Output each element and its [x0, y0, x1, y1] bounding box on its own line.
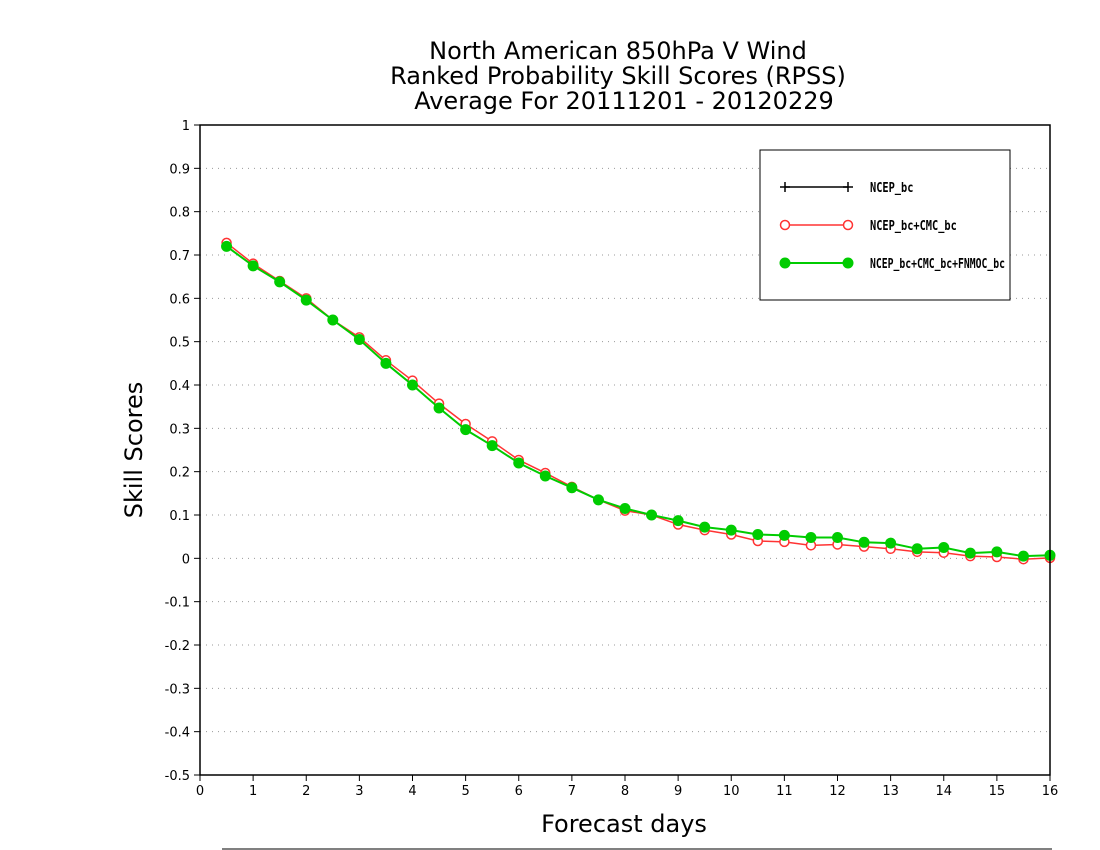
data-point [300, 294, 312, 306]
data-point [646, 509, 658, 521]
data-point [858, 536, 870, 548]
data-point [566, 482, 578, 494]
x-tick-label: 1 [249, 784, 257, 799]
x-tick-label: 12 [829, 784, 846, 799]
y-tick-label: 0.9 [169, 162, 190, 177]
data-point [353, 334, 365, 345]
data-point [725, 524, 737, 536]
legend-marker [842, 219, 854, 231]
y-tick-label: 0.7 [169, 249, 190, 264]
y-tick-label: 0 [182, 552, 190, 567]
data-point [221, 240, 233, 252]
x-tick-label: 14 [935, 784, 952, 799]
legend-marker [779, 257, 791, 269]
legend-label: NCEP_bc [870, 181, 913, 196]
legend-marker [780, 182, 790, 192]
chart-title-line-1: North American 850hPa V Wind [429, 37, 807, 65]
legend-label: NCEP_bc+CMC_bc [870, 219, 957, 234]
y-tick-label: -0.5 [165, 769, 190, 784]
data-point [513, 457, 525, 469]
x-tick-label: 8 [621, 784, 629, 799]
chart-title-line-2: Ranked Probability Skill Scores (RPSS) [390, 62, 846, 90]
data-point [380, 357, 392, 369]
x-tick-label: 16 [1042, 784, 1059, 799]
data-point [938, 542, 950, 553]
y-tick-label: 1 [182, 119, 190, 134]
x-axis: 0 1 2 3 4 5 6 7 8 9 10 11 12 13 14 15 16 [196, 775, 1058, 799]
data-point [832, 532, 843, 544]
series-layer [221, 237, 1056, 565]
data-point [486, 440, 498, 452]
x-tick-label: 0 [196, 784, 204, 799]
data-point [433, 402, 445, 414]
legend-item: NCEP_bc+CMC_bc+FNMOC_bc [779, 257, 1005, 272]
y-tick-label: -0.4 [165, 726, 190, 741]
legend-label: NCEP_bc+CMC_bc+FNMOC_bc [870, 257, 1005, 272]
data-point [407, 379, 418, 391]
x-tick-label: 3 [355, 784, 363, 799]
data-point [460, 424, 472, 436]
data-point [778, 529, 790, 541]
x-tick-label: 2 [302, 784, 310, 799]
legend-item: NCEP_bc+CMC_bc [779, 219, 957, 234]
legend-marker [843, 182, 853, 192]
data-point [805, 532, 817, 544]
y-axis: 1 0.9 0.8 0.7 0.6 0.5 0.4 0.3 0.2 0.1 0 -0.1 -0.2 -0.… [165, 119, 200, 784]
x-tick-label: 10 [723, 784, 740, 799]
data-point [592, 494, 604, 506]
data-point [327, 314, 339, 326]
y-tick-label: 0.1 [169, 509, 190, 524]
y-tick-label: 0.8 [169, 206, 190, 221]
series-3 [221, 240, 1056, 562]
y-tick-label: -0.1 [165, 596, 190, 611]
data-point [539, 470, 551, 482]
x-axis-label: Forecast days [541, 810, 707, 838]
chart-title-line-3: Average For 20111201 - 20120229 [414, 87, 834, 115]
data-point [247, 260, 259, 272]
y-tick-label: -0.3 [165, 682, 190, 697]
data-point [619, 503, 631, 514]
data-point [699, 521, 711, 533]
x-tick-label: 15 [989, 784, 1006, 799]
x-tick-label: 7 [568, 784, 576, 799]
legend-marker [842, 257, 854, 269]
y-tick-label: 0.5 [169, 336, 190, 351]
data-point [991, 546, 1003, 558]
legend-marker [779, 219, 791, 231]
data-point [1017, 550, 1029, 562]
x-tick-label: 6 [515, 784, 523, 799]
y-tick-label: 0.2 [169, 466, 190, 481]
data-point [885, 537, 897, 549]
data-point [964, 547, 976, 559]
x-tick-label: 13 [882, 784, 899, 799]
data-point [672, 515, 684, 527]
x-tick-label: 11 [776, 784, 793, 799]
y-tick-label: -0.2 [165, 639, 190, 654]
legend-item: NCEP_bc [780, 181, 913, 196]
y-tick-label: 0.6 [169, 292, 190, 307]
y-tick-label: 0.4 [169, 379, 190, 394]
y-axis-label: Skill Scores [120, 382, 148, 519]
x-tick-label: 9 [674, 784, 682, 799]
data-point [274, 276, 286, 288]
x-tick-label: 5 [461, 784, 469, 799]
data-point [911, 543, 923, 555]
y-tick-label: 0.3 [169, 422, 190, 437]
data-point [752, 529, 764, 540]
legend: NCEP_bc NCEP_bc+CMC_bc NCEP_bc+CMC_bc+FNMO… [759, 149, 1011, 301]
x-tick-label: 4 [408, 784, 416, 799]
